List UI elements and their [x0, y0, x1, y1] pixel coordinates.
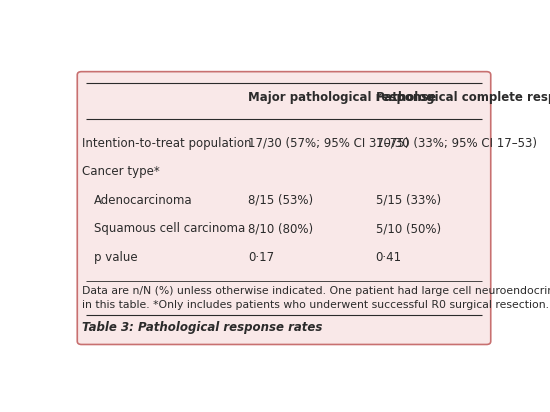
FancyBboxPatch shape: [77, 72, 491, 344]
Text: Adenocarcinoma: Adenocarcinoma: [95, 194, 193, 207]
Text: 8/15 (53%): 8/15 (53%): [248, 194, 313, 207]
Text: Major pathological response: Major pathological response: [248, 91, 436, 103]
Text: 0·41: 0·41: [376, 251, 402, 264]
Text: Pathological complete response: Pathological complete response: [376, 91, 550, 103]
Text: Squamous cell carcinoma: Squamous cell carcinoma: [95, 222, 245, 235]
Text: 17/30 (57%; 95% CI 37–75): 17/30 (57%; 95% CI 37–75): [248, 136, 409, 150]
Text: 10/30 (33%; 95% CI 17–53): 10/30 (33%; 95% CI 17–53): [376, 136, 537, 150]
Text: 0·17: 0·17: [248, 251, 274, 264]
Text: Intention-to-treat population: Intention-to-treat population: [81, 136, 251, 150]
Text: Table 3: Pathological response rates: Table 3: Pathological response rates: [81, 321, 322, 335]
Text: 8/10 (80%): 8/10 (80%): [248, 222, 313, 235]
Text: 5/10 (50%): 5/10 (50%): [376, 222, 441, 235]
Text: 5/15 (33%): 5/15 (33%): [376, 194, 441, 207]
Text: Cancer type*: Cancer type*: [81, 165, 160, 178]
Text: in this table. *Only includes patients who underwent successful R0 surgical rese: in this table. *Only includes patients w…: [81, 300, 548, 310]
Text: Data are n/N (%) unless otherwise indicated. One patient had large cell neuroend: Data are n/N (%) unless otherwise indica…: [81, 286, 550, 296]
Text: p value: p value: [95, 251, 138, 264]
